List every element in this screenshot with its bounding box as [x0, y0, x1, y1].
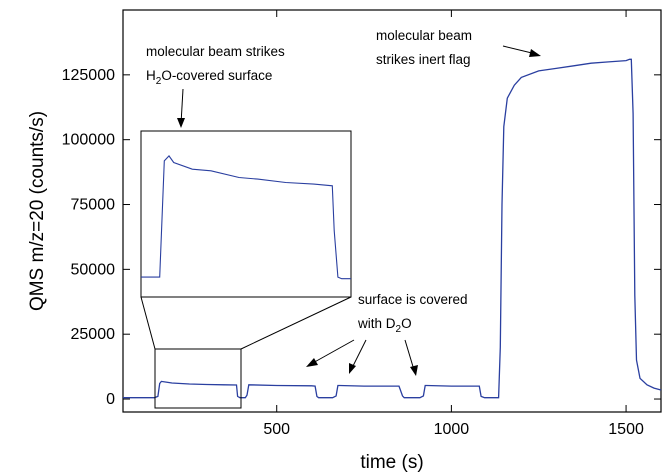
- y-tick-label: 125000: [62, 67, 115, 84]
- annotation-beam-h2o-line2: H2O-covered surface: [146, 68, 272, 87]
- plot-frame: [122, 9, 662, 413]
- annotation-beam-h2o-line1: molecular beam strikes: [146, 44, 285, 59]
- annotation-d2o-line1: surface is covered: [358, 292, 468, 307]
- y-tick-label: 100000: [62, 132, 115, 149]
- arrowhead-d2o-3: [410, 365, 418, 376]
- x-axis: 500 1000 1500: [263, 10, 644, 438]
- zoom-connector-right: [240, 296, 352, 350]
- arrowhead-beam-h2o: [177, 118, 185, 128]
- y-tick-label: 25000: [71, 326, 116, 343]
- x-axis-label: time (s): [360, 452, 423, 473]
- x-tick-label: 500: [263, 421, 290, 438]
- zoom-box: [154, 348, 242, 409]
- x-tick-label: 1000: [434, 421, 470, 438]
- arrow-d2o-3: [404, 339, 415, 371]
- arrow-d2o-1: [310, 339, 355, 365]
- y-tick-label: 50000: [71, 261, 116, 278]
- annotation-beam-flag-line1: molecular beam: [376, 28, 472, 43]
- arrowhead-beam-flag: [529, 49, 541, 57]
- annotation-d2o-line2: with D2O: [357, 316, 412, 335]
- annotation-beam-flag-line2: strikes inert flag: [376, 52, 471, 67]
- inset-frame: [140, 130, 352, 298]
- arrow-d2o-2: [351, 339, 367, 369]
- arrowhead-d2o-2: [349, 363, 356, 374]
- y-axis: 0 25000 50000 75000 100000 125000: [62, 67, 661, 408]
- main-series-line: [123, 58, 662, 399]
- inset-series-line: [141, 155, 351, 280]
- arrowhead-d2o-1: [306, 358, 318, 367]
- x-tick-label: 1500: [608, 421, 644, 438]
- zoom-connector-left: [140, 296, 156, 350]
- y-tick-label: 75000: [71, 197, 116, 214]
- y-tick-label: 0: [106, 391, 115, 408]
- y-axis-label: QMS m/z=20 (counts/s): [27, 111, 48, 311]
